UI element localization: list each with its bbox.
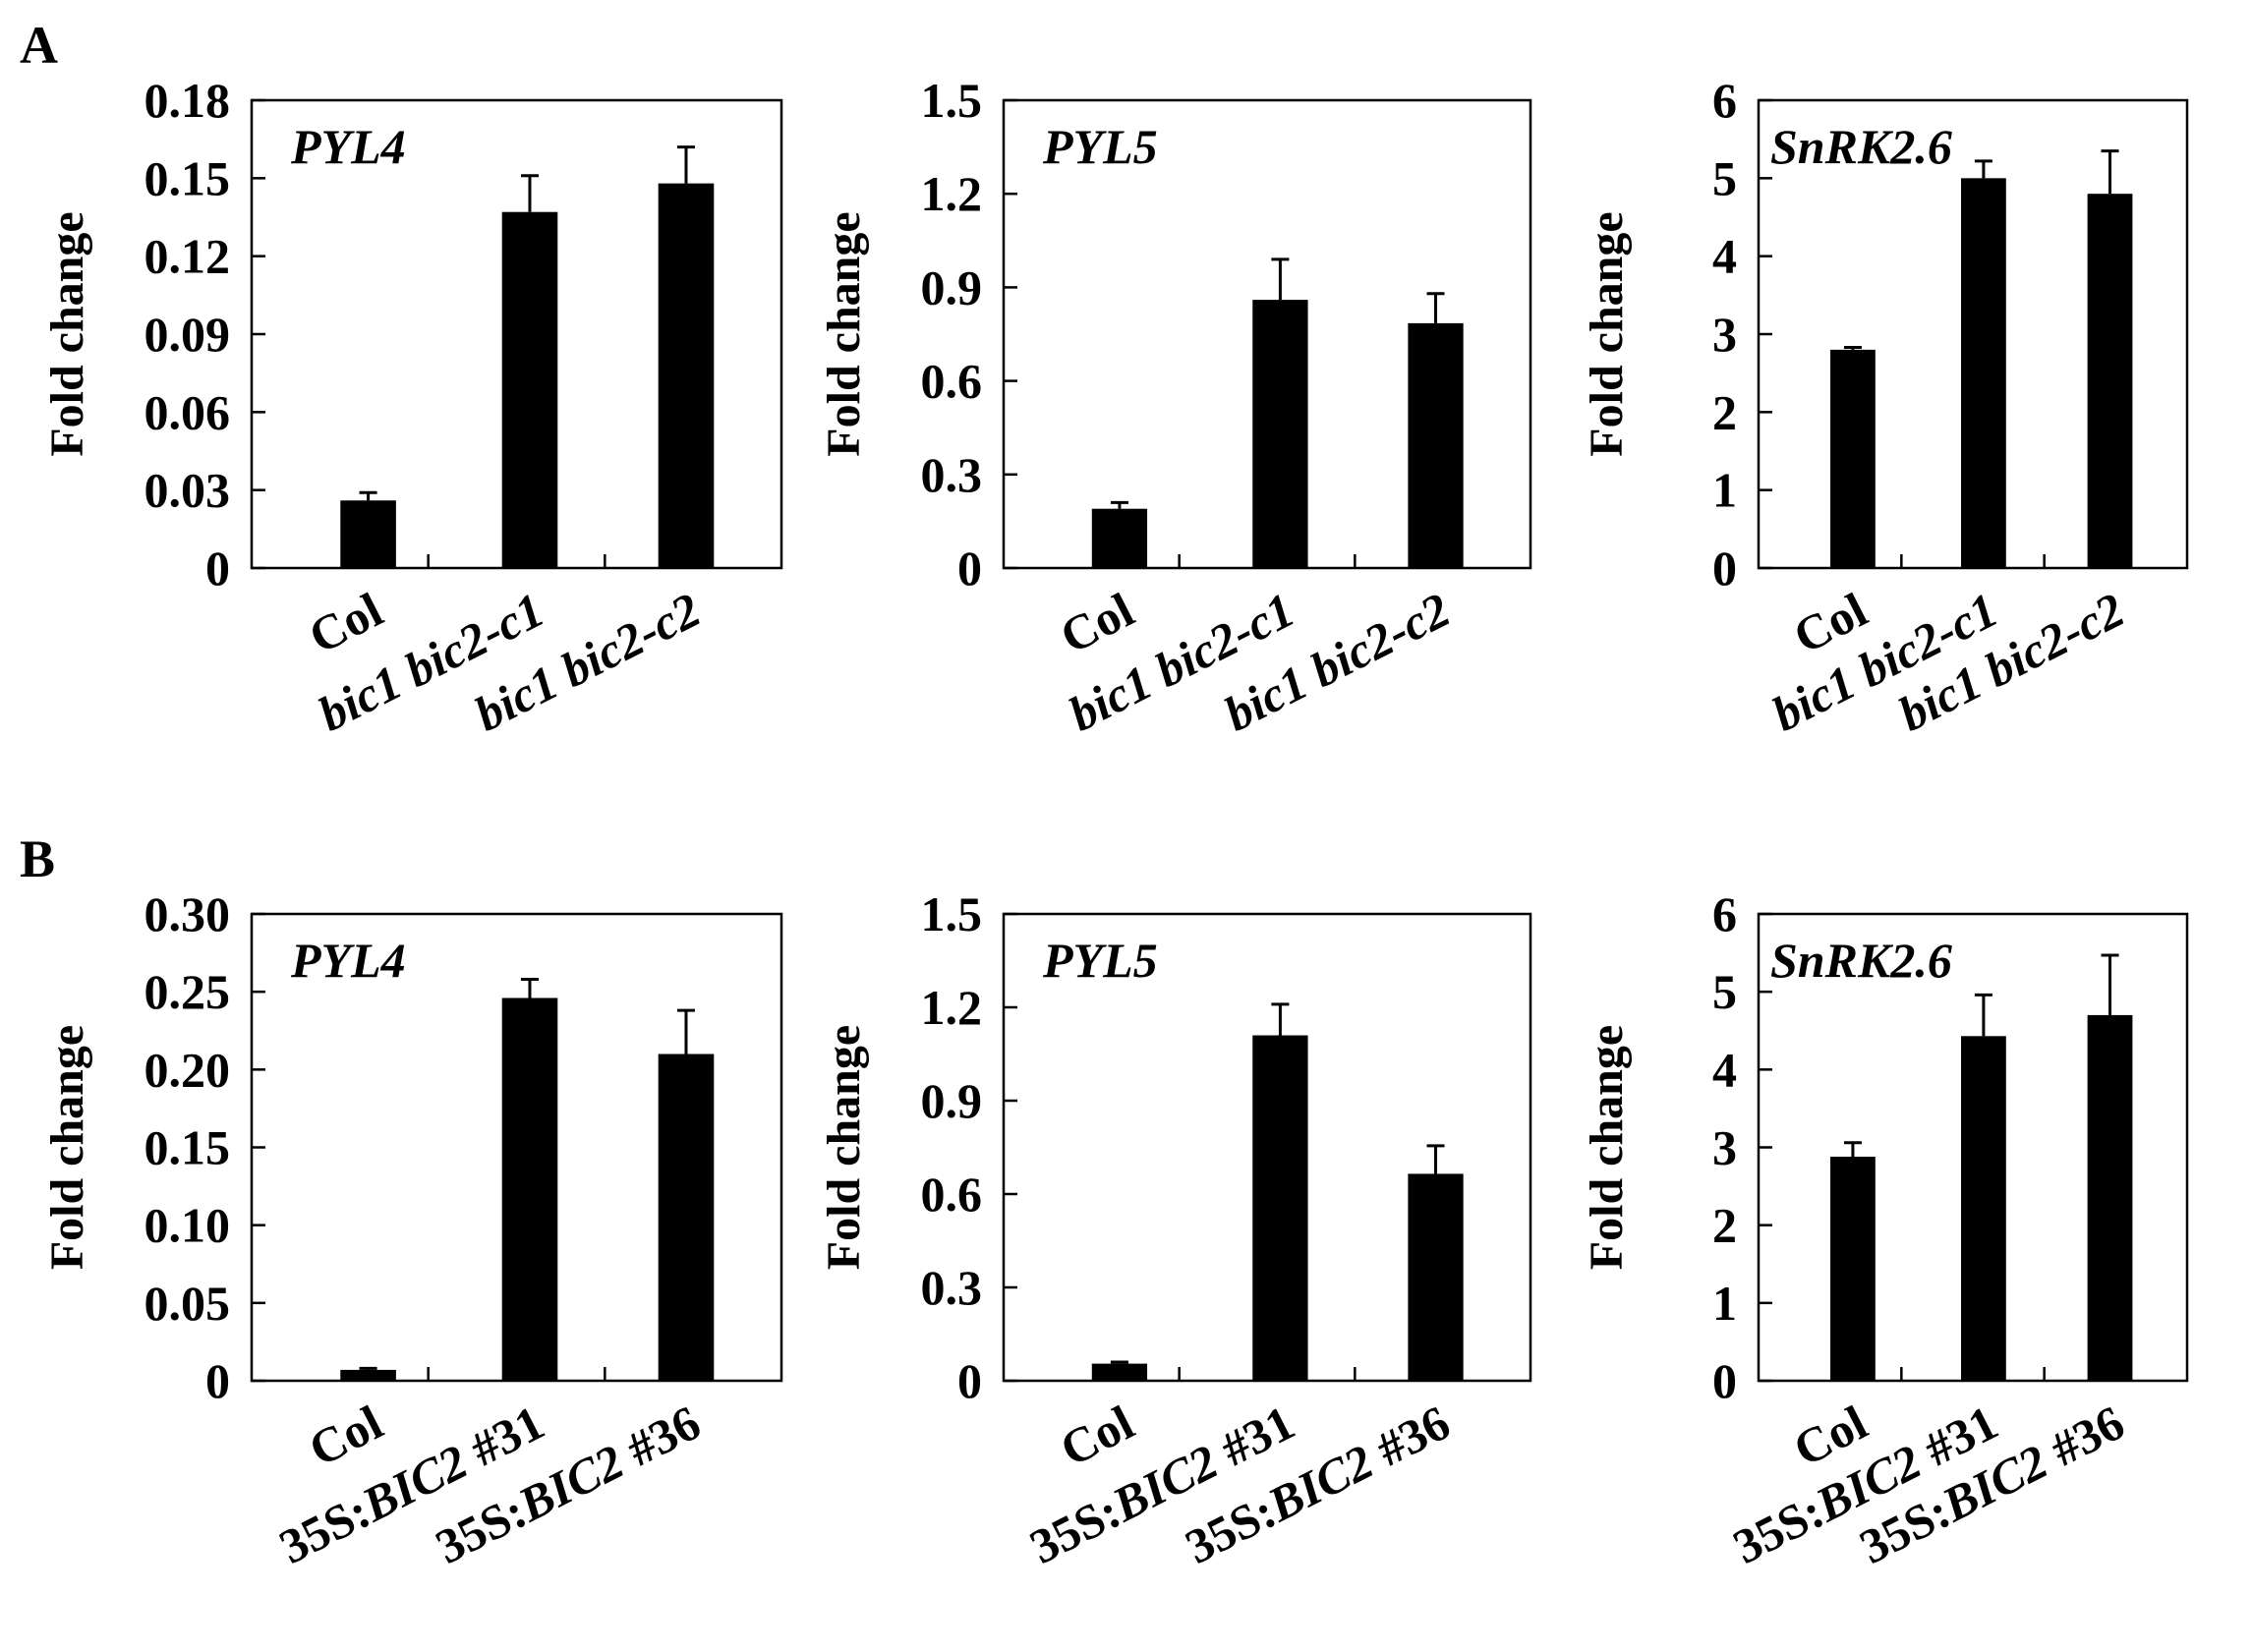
y-tick-label: 0 bbox=[1712, 541, 1737, 596]
y-tick-label: 1 bbox=[1712, 463, 1737, 518]
y-tick-label: 0.18 bbox=[144, 73, 231, 128]
y-tick-label: 3 bbox=[1712, 1120, 1737, 1175]
chart-title: PYL4 bbox=[290, 933, 406, 988]
y-tick-label: 0.6 bbox=[921, 1167, 983, 1222]
x-category-label-part: Col bbox=[300, 582, 390, 664]
x-category-label-part: Col bbox=[1052, 1395, 1142, 1477]
bar-2 bbox=[1252, 300, 1308, 568]
y-axis-label: Fold change bbox=[1581, 1025, 1633, 1270]
x-category-label: Col bbox=[1052, 582, 1142, 664]
y-tick-label: 3 bbox=[1712, 307, 1737, 362]
y-tick-label: 0.05 bbox=[144, 1276, 231, 1331]
bar-1 bbox=[1091, 1363, 1148, 1381]
y-tick-label: 4 bbox=[1712, 1042, 1737, 1097]
bar-1 bbox=[1091, 508, 1148, 568]
y-tick-label: 1 bbox=[1712, 1276, 1737, 1331]
y-tick-label: 0.12 bbox=[144, 229, 231, 284]
y-tick-label: 0 bbox=[205, 1353, 230, 1408]
y-tick-label: 0.30 bbox=[144, 886, 231, 941]
chart-title: PYL4 bbox=[290, 119, 406, 174]
y-axis-label: Fold change bbox=[41, 1025, 93, 1270]
bar-2 bbox=[1961, 178, 2006, 569]
bar-3 bbox=[1408, 1173, 1464, 1381]
y-tick-label: 1.2 bbox=[921, 980, 983, 1035]
y-tick-label: 2 bbox=[1712, 384, 1737, 439]
y-tick-label: 5 bbox=[1712, 964, 1737, 1019]
x-category-label-part: Col bbox=[1052, 582, 1142, 664]
bar-2 bbox=[1252, 1035, 1308, 1381]
bar-1 bbox=[1830, 349, 1876, 568]
bar-1 bbox=[1830, 1157, 1876, 1381]
y-tick-label: 0.03 bbox=[144, 463, 231, 518]
panel-label: A bbox=[20, 16, 58, 75]
bar-3 bbox=[1408, 322, 1464, 568]
x-category-label: Col bbox=[300, 582, 390, 664]
bar-2 bbox=[501, 211, 558, 568]
y-tick-label: 0 bbox=[1712, 1353, 1737, 1408]
y-tick-label: 1.5 bbox=[921, 73, 983, 128]
y-tick-label: 0.06 bbox=[144, 384, 231, 439]
y-tick-label: 0.15 bbox=[144, 1120, 231, 1175]
chart-title: SnRK2.6 bbox=[1770, 933, 1952, 988]
y-tick-label: 0.9 bbox=[921, 259, 983, 314]
y-tick-label: 1.2 bbox=[921, 166, 983, 221]
y-axis-label: Fold change bbox=[41, 211, 93, 456]
chart-title: SnRK2.6 bbox=[1770, 119, 1952, 174]
y-tick-label: 0.3 bbox=[921, 447, 983, 502]
y-tick-label: 0.25 bbox=[144, 964, 231, 1019]
y-tick-label: 0 bbox=[205, 541, 230, 596]
bar-1 bbox=[340, 500, 396, 568]
y-tick-label: 0.10 bbox=[144, 1198, 231, 1253]
chart-title: PYL5 bbox=[1042, 119, 1158, 174]
x-category-label: Col bbox=[1052, 1395, 1142, 1477]
y-tick-label: 0.3 bbox=[921, 1260, 983, 1315]
bar-3 bbox=[658, 183, 715, 568]
y-tick-label: 5 bbox=[1712, 150, 1737, 205]
bar-2 bbox=[501, 997, 558, 1381]
y-axis-label: Fold change bbox=[1581, 211, 1633, 456]
y-tick-label: 0.20 bbox=[144, 1042, 231, 1097]
y-tick-label: 0.09 bbox=[144, 307, 231, 362]
y-tick-label: 0 bbox=[957, 1353, 982, 1408]
y-tick-label: 6 bbox=[1712, 73, 1737, 128]
y-tick-label: 1.5 bbox=[921, 886, 983, 941]
panel-label: B bbox=[20, 829, 55, 888]
bar-1 bbox=[340, 1369, 396, 1381]
y-tick-label: 4 bbox=[1712, 229, 1737, 284]
x-category-label-part: Col bbox=[300, 1395, 390, 1477]
y-tick-label: 2 bbox=[1712, 1198, 1737, 1253]
bar-3 bbox=[2087, 1014, 2133, 1381]
y-tick-label: 0 bbox=[957, 541, 982, 596]
y-tick-label: 0.6 bbox=[921, 354, 983, 409]
bar-3 bbox=[2087, 194, 2133, 568]
bar-3 bbox=[658, 1054, 715, 1381]
chart-title: PYL5 bbox=[1042, 933, 1158, 988]
y-tick-label: 6 bbox=[1712, 886, 1737, 941]
y-axis-label: Fold change bbox=[818, 211, 870, 456]
chart-panel-1: A 0 0.03 0.06 0.09 0.12 0.15 0.18 Fold change PYL… bbox=[20, 16, 783, 742]
y-tick-label: 0.9 bbox=[921, 1073, 983, 1128]
y-tick-label: 0.15 bbox=[144, 150, 231, 205]
bar-2 bbox=[1961, 1036, 2006, 1381]
x-category-label: Col bbox=[300, 1395, 390, 1477]
y-axis-label: Fold change bbox=[818, 1025, 870, 1270]
chart-panel-4: B 0 0.05 0.10 0.15 0.20 0.25 0.30 Fold change PYL… bbox=[20, 829, 783, 1574]
